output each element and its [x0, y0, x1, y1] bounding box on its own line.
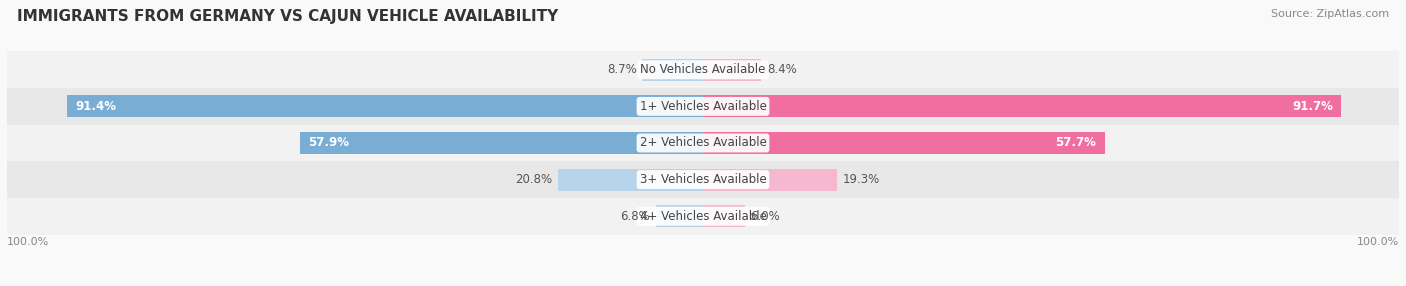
Bar	[643, 59, 703, 81]
Text: 6.8%: 6.8%	[620, 210, 650, 223]
Bar	[7, 198, 1399, 235]
Text: Source: ZipAtlas.com: Source: ZipAtlas.com	[1271, 9, 1389, 19]
Bar	[703, 96, 1341, 117]
Bar	[67, 96, 703, 117]
Text: 8.7%: 8.7%	[607, 63, 637, 76]
Text: 91.7%: 91.7%	[1292, 100, 1333, 113]
Bar	[299, 132, 703, 154]
Bar	[7, 88, 1399, 125]
Text: 20.8%: 20.8%	[516, 173, 553, 186]
Text: 57.9%: 57.9%	[308, 136, 349, 150]
Text: 19.3%: 19.3%	[842, 173, 880, 186]
Text: No Vehicles Available: No Vehicles Available	[640, 63, 766, 76]
Text: 1+ Vehicles Available: 1+ Vehicles Available	[640, 100, 766, 113]
Text: 100.0%: 100.0%	[1357, 237, 1399, 247]
Bar	[655, 205, 703, 227]
Bar	[7, 51, 1399, 88]
Text: 2+ Vehicles Available: 2+ Vehicles Available	[640, 136, 766, 150]
Text: 57.7%: 57.7%	[1056, 136, 1097, 150]
Bar	[703, 169, 838, 190]
Text: 4+ Vehicles Available: 4+ Vehicles Available	[640, 210, 766, 223]
Text: IMMIGRANTS FROM GERMANY VS CAJUN VEHICLE AVAILABILITY: IMMIGRANTS FROM GERMANY VS CAJUN VEHICLE…	[17, 9, 558, 23]
Text: 91.4%: 91.4%	[76, 100, 117, 113]
Text: 8.4%: 8.4%	[768, 63, 797, 76]
Bar	[7, 161, 1399, 198]
Text: 3+ Vehicles Available: 3+ Vehicles Available	[640, 173, 766, 186]
Bar	[703, 132, 1105, 154]
Text: 6.0%: 6.0%	[751, 210, 780, 223]
Bar	[7, 125, 1399, 161]
Bar	[703, 205, 745, 227]
Text: 100.0%: 100.0%	[7, 237, 49, 247]
Bar	[703, 59, 762, 81]
Bar	[558, 169, 703, 190]
